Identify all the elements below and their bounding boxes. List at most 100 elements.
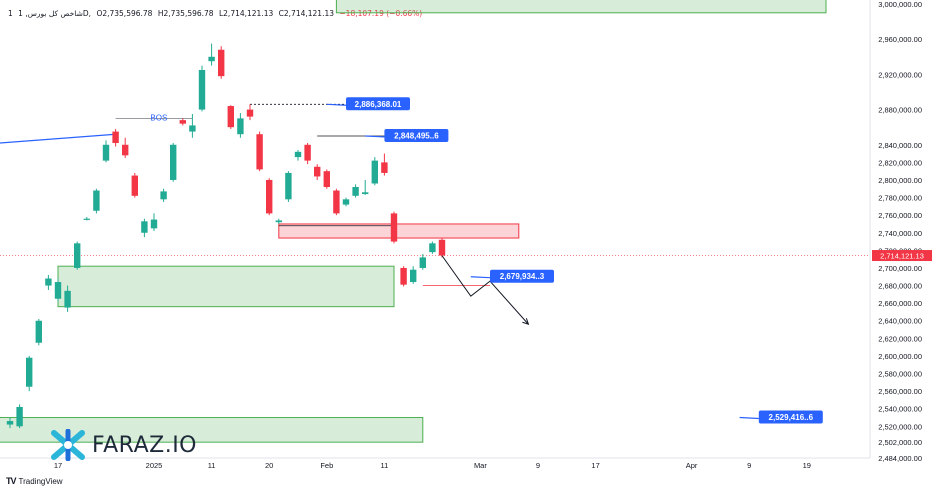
y-tick-label: 3,000,000.00 xyxy=(878,0,922,9)
candle-body xyxy=(16,406,23,427)
faraz-logo-icon xyxy=(51,429,85,461)
candle-body xyxy=(179,120,186,124)
y-tick-label: 2,520,000.00 xyxy=(878,422,922,431)
x-tick-label: 11 xyxy=(381,461,389,470)
y-tick-label: 2,840,000.00 xyxy=(878,141,922,150)
callout-pointer xyxy=(365,135,385,138)
candle-body xyxy=(208,56,215,62)
y-tick-label: 2,960,000.00 xyxy=(878,35,922,44)
tradingview-logo-icon: TV xyxy=(6,476,16,486)
candle-body xyxy=(333,190,340,214)
candle-body xyxy=(381,162,388,173)
tradingview-label: TradingView xyxy=(18,476,63,486)
demand-zone xyxy=(335,0,827,14)
candle-body xyxy=(74,243,81,268)
y-tick-label: 2,920,000.00 xyxy=(878,70,922,79)
x-tick-label: Apr xyxy=(686,461,698,470)
candle-body xyxy=(227,106,234,128)
candle-body xyxy=(429,243,436,253)
x-tick-label: 2025 xyxy=(146,461,163,470)
price-callout xyxy=(346,97,410,111)
x-tick-label: 19 xyxy=(803,461,811,470)
y-tick-label: 2,540,000.00 xyxy=(878,405,922,414)
candle-body xyxy=(294,151,302,158)
faraz-watermark: FARAZ.IO xyxy=(50,429,197,461)
callout-pointer xyxy=(326,103,347,106)
candle-body xyxy=(246,109,254,117)
callout-pointer xyxy=(470,276,491,279)
x-tick-label: 17 xyxy=(54,461,62,470)
open-value: O2,735,596.78 xyxy=(96,9,153,18)
y-tick-label: 2,820,000.00 xyxy=(878,158,922,167)
candle-body xyxy=(438,239,446,256)
candle-body xyxy=(35,320,42,343)
supply-zone xyxy=(278,223,520,239)
price-callout-label: 2,529,416..6 xyxy=(769,413,814,422)
candle-body xyxy=(54,282,62,299)
high-value: H2,735,596.78 xyxy=(157,9,214,18)
candle-body xyxy=(170,144,177,180)
candle-body xyxy=(314,166,321,177)
candle-body xyxy=(323,171,330,188)
candle-body xyxy=(189,125,196,132)
candle-body xyxy=(141,221,148,233)
candle-body xyxy=(342,199,350,205)
price-callout xyxy=(384,128,449,142)
candle-body xyxy=(122,144,129,156)
y-tick-label: 2,780,000.00 xyxy=(878,194,922,203)
symbol-name[interactable]: شاخص کل بورس, 1D, xyxy=(18,9,92,18)
low-value: L2,714,121.13 xyxy=(218,9,274,18)
y-tick-label: 2,580,000.00 xyxy=(878,370,922,379)
tradingview-brand[interactable]: TV TradingView xyxy=(6,476,63,486)
change-value: −18,107.19 (−0.66%) xyxy=(339,9,423,18)
price-callout-label: 2,848,495..6 xyxy=(394,131,439,140)
y-tick-label: 2,800,000.00 xyxy=(878,176,922,185)
x-tick-label: Mar xyxy=(474,461,487,470)
candle-body xyxy=(160,191,167,200)
candle-body xyxy=(275,220,282,223)
x-tick-label: 20 xyxy=(265,461,273,470)
price-callout-label: 2,679,934..3 xyxy=(500,272,545,281)
y-tick-label: 2,880,000.00 xyxy=(878,106,922,115)
y-tick-label: 2,740,000.00 xyxy=(878,229,922,238)
candle-body xyxy=(218,49,225,77)
candle-body xyxy=(102,144,110,161)
x-tick-label: Feb xyxy=(320,461,333,470)
y-tick-label: 2,680,000.00 xyxy=(878,282,922,291)
candle-body xyxy=(371,160,378,184)
y-tick-label: 2,620,000.00 xyxy=(878,334,922,343)
x-tick-label: 9 xyxy=(747,461,751,470)
y-tick-label: 2,660,000.00 xyxy=(878,299,922,308)
candle-body xyxy=(285,172,292,200)
candle-body xyxy=(26,357,33,387)
y-tick-label: 2,760,000.00 xyxy=(878,211,922,220)
last-price-label: 2,714,121.13 xyxy=(880,252,924,261)
close-value: C2,714,121.13 xyxy=(278,9,334,18)
bos-label: BOS xyxy=(150,113,167,122)
x-tick-label: 9 xyxy=(536,461,540,470)
y-tick-label: 2,700,000.00 xyxy=(878,264,922,273)
candle-body xyxy=(6,421,14,425)
candle-body xyxy=(362,192,369,195)
y-tick-label: 2,600,000.00 xyxy=(878,352,922,361)
last-price-badge xyxy=(872,250,932,262)
price-callout xyxy=(490,269,554,283)
callout-pointer xyxy=(739,416,759,420)
watermark-text: FARAZ.IO xyxy=(92,432,197,458)
candle-body xyxy=(419,257,426,268)
x-tick-label: 11 xyxy=(208,461,216,470)
candle-body xyxy=(390,213,398,242)
y-tick-label: 2,560,000.00 xyxy=(878,387,922,396)
candle-body xyxy=(410,269,417,283)
candle-body xyxy=(400,267,407,285)
candle-body xyxy=(266,179,273,214)
interval-label[interactable]: 1 xyxy=(8,9,13,18)
candle-body xyxy=(304,144,311,161)
candle-body xyxy=(237,118,244,135)
candle-body xyxy=(150,219,158,229)
y-tick-label: 2,484,000.00 xyxy=(878,454,922,463)
projection-arrowhead xyxy=(522,318,530,326)
projection-path xyxy=(441,255,529,325)
x-tick-label: 17 xyxy=(591,461,599,470)
